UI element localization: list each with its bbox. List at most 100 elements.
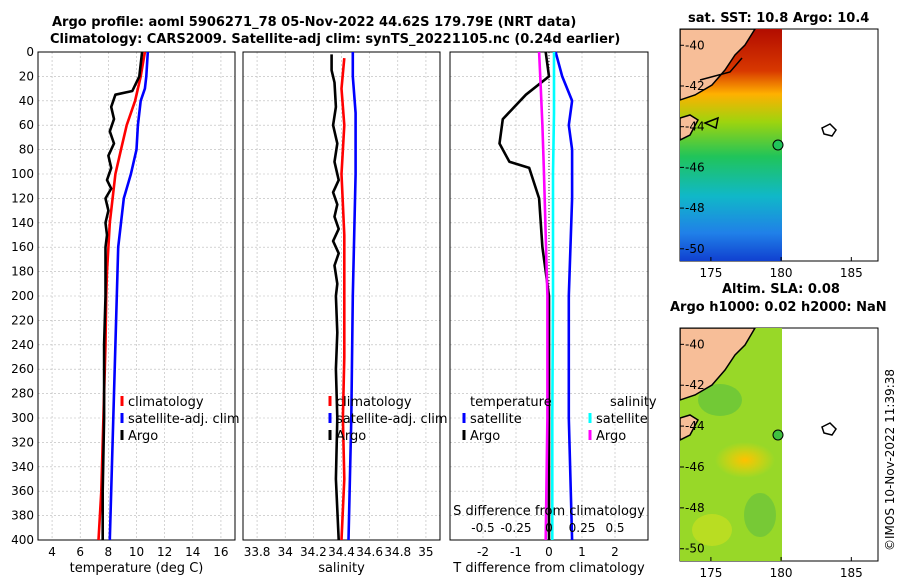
sla-map: 175180185-40-40-42-42-44-44-46-46-48-48-… [679, 327, 879, 580]
map-y-tick-label: -40 [685, 337, 705, 351]
x-tick-label: 34.2 [300, 545, 327, 559]
x-tick-label: 34.8 [384, 545, 411, 559]
argo-position-marker-sla [772, 429, 784, 441]
sla-title: Altim. SLA: 0.08 [722, 282, 840, 297]
y-tick-label: 340 [11, 460, 34, 474]
h-title: Argo h1000: 0.02 h2000: NaN [670, 300, 887, 315]
x-tick-label: -2 [477, 545, 489, 559]
legend-label: temperature [470, 395, 552, 410]
imos-credit: ©IMOS 10-Nov-2022 11:39:38 [883, 368, 897, 552]
y-tick-label: 20 [19, 69, 34, 83]
y-tick-label: 40 [19, 94, 34, 108]
series-line [498, 51, 551, 540]
temperature-panel: 4 6 8 10 12 14 1602040608010012014016018020022… [11, 45, 240, 576]
salinity-panel: 33.8 34 34.2 34.4 34.6 34.8 35 salinity climatol… [242, 51, 448, 576]
x2-tick-label: -0.25 [500, 521, 531, 535]
land-north-island [680, 29, 756, 101]
map-y-tick-label: -42 [685, 378, 705, 392]
x2-tick-label: -0.5 [471, 521, 494, 535]
y-tick-label: 380 [11, 509, 34, 523]
map-y-tick-label: -44 [685, 120, 705, 134]
title-line-1: Argo profile: aoml 5906271_78 05-Nov-202… [52, 15, 577, 30]
map-y-tick-label: -50 [685, 242, 705, 256]
x-tick-label: 4 [48, 545, 56, 559]
y-tick-label: 220 [11, 313, 34, 327]
legend-label: satellite-adj. clim [336, 412, 448, 427]
land-chatham [821, 123, 837, 137]
legend-label: Argo [470, 429, 500, 444]
y-tick-label: 160 [11, 240, 34, 254]
legend-label: climatology [128, 395, 204, 410]
series-line [347, 52, 357, 541]
map-y-tick-label: -46 [685, 160, 705, 174]
land-north-island-sla [680, 328, 756, 401]
x2-tick-label: 0.25 [569, 521, 596, 535]
legend-label: satellite [470, 412, 522, 427]
series-line [550, 52, 556, 540]
y-tick-label: 280 [11, 387, 34, 401]
x-tick-label: 10 [129, 545, 144, 559]
map-y-tick-label: -48 [685, 201, 705, 215]
y-tick-label: 0 [26, 45, 34, 59]
x-tick-label: 33.8 [244, 545, 271, 559]
legend-label: satellite-adj. clim [128, 412, 240, 427]
x-tick-label: -1 [510, 545, 522, 559]
legend-label: satellite [596, 412, 648, 427]
map-y-tick-label: -44 [685, 419, 705, 433]
x2-tick-label: 0.5 [605, 521, 624, 535]
series-line [537, 51, 549, 541]
series-line [330, 54, 341, 541]
map-x-tick-label: 180 [770, 266, 793, 280]
map-x-tick-label: 185 [840, 266, 863, 280]
x-tick-label: 14 [185, 545, 200, 559]
y-tick-label: 60 [19, 118, 34, 132]
y-tick-label: 80 [19, 143, 34, 157]
x-axis-label: temperature (deg C) [70, 561, 204, 576]
legend-label: Argo [336, 429, 366, 444]
x-tick-label: 35 [418, 545, 433, 559]
x-tick-label: 34 [278, 545, 293, 559]
sst-title: sat. SST: 10.8 Argo: 10.4 [688, 11, 870, 26]
sst-map: 175180185-40-40-42-42-44-44-46-46-48-48-… [679, 28, 879, 280]
y-tick-label: 120 [11, 191, 34, 205]
y-tick-label: 320 [11, 435, 34, 449]
x2-tick-label: 0 [545, 521, 553, 535]
legend-label: salinity [610, 395, 657, 410]
plot-frame [37, 51, 236, 541]
x-tick-label: 1 [578, 545, 586, 559]
map-y-tick-label: -48 [685, 501, 705, 515]
title-line-2: Climatology: CARS2009. Satellite-adj cli… [50, 32, 621, 47]
map-y-tick-label: -46 [685, 460, 705, 474]
series-line [554, 51, 574, 541]
y-tick-label: 180 [11, 265, 34, 279]
map-y-tick-label: -40 [685, 38, 705, 52]
x-tick-label: 2 [611, 545, 619, 559]
map-x-tick-label: 185 [840, 566, 863, 580]
map-y-tick-label: -50 [685, 542, 705, 556]
x-axis-label: salinity [318, 561, 365, 576]
series-line [101, 51, 144, 540]
x-tick-label: 0 [545, 545, 553, 559]
map-x-tick-label: 180 [770, 566, 793, 580]
x-tick-label: 6 [76, 545, 84, 559]
legend-label: Argo [596, 429, 626, 444]
y-tick-label: 400 [11, 533, 34, 547]
x-axis-label: T difference from climatology [452, 561, 645, 576]
difference-panel: -2 -1 0 1 2 T difference from climatology temp… [449, 51, 657, 576]
x-tick-label: 12 [157, 545, 172, 559]
map-y-tick-label: -42 [685, 79, 705, 93]
x2-axis-label: S difference from climatology [453, 504, 645, 519]
y-tick-label: 260 [11, 362, 34, 376]
y-tick-label: 240 [11, 338, 34, 352]
map-x-tick-label: 175 [699, 266, 722, 280]
y-tick-label: 140 [11, 216, 34, 230]
series-line [108, 51, 150, 541]
x-tick-label: 34.4 [328, 545, 355, 559]
argo-position-marker [772, 139, 784, 151]
land-south-island [680, 114, 699, 141]
x-tick-label: 34.6 [356, 545, 383, 559]
x-tick-label: 16 [213, 545, 228, 559]
y-tick-label: 100 [11, 167, 34, 181]
legend-label: Argo [128, 429, 158, 444]
